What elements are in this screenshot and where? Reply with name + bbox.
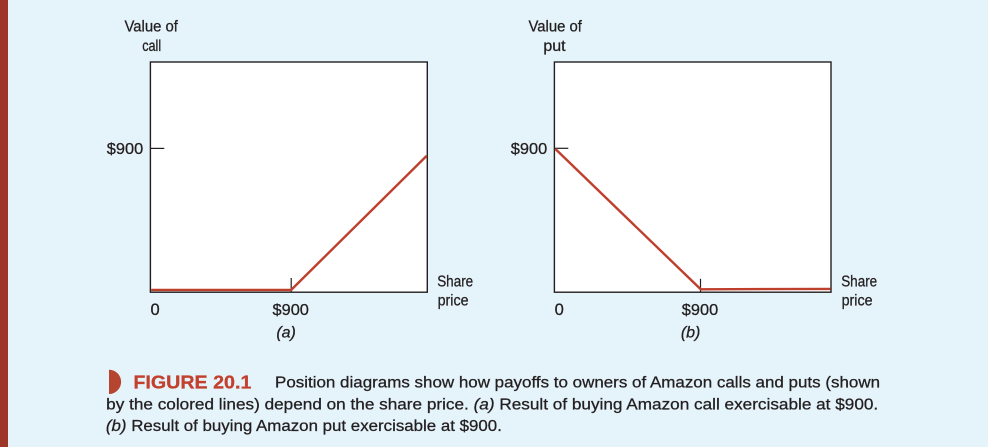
svg-text:call: call <box>142 38 161 55</box>
svg-text:price: price <box>842 293 873 310</box>
svg-text:$900: $900 <box>682 302 719 319</box>
svg-text:$900: $900 <box>511 141 548 158</box>
svg-text:(b) Result of buying Amazon pu: (b) Result of buying Amazon put exercisa… <box>106 418 502 435</box>
svg-text:$900: $900 <box>107 141 144 158</box>
svg-text:0: 0 <box>151 301 160 319</box>
svg-text:Share: Share <box>437 274 473 291</box>
svg-text:Position diagrams show how pay: Position diagrams show how payoffs to ow… <box>275 375 880 392</box>
svg-text:Value of: Value of <box>124 19 178 36</box>
svg-text:Share: Share <box>841 274 877 291</box>
svg-text:(b): (b) <box>681 325 701 342</box>
svg-text:(a): (a) <box>276 325 296 342</box>
svg-text:price: price <box>438 293 469 310</box>
svg-text:put: put <box>543 38 566 55</box>
svg-text:0: 0 <box>555 301 564 319</box>
svg-text:by the colored lines) depend o: by the colored lines) depend on the shar… <box>106 397 878 414</box>
svg-text:Value of: Value of <box>528 19 582 36</box>
svg-text:FIGURE 20.1: FIGURE 20.1 <box>133 372 251 393</box>
svg-text:$900: $900 <box>273 302 310 319</box>
